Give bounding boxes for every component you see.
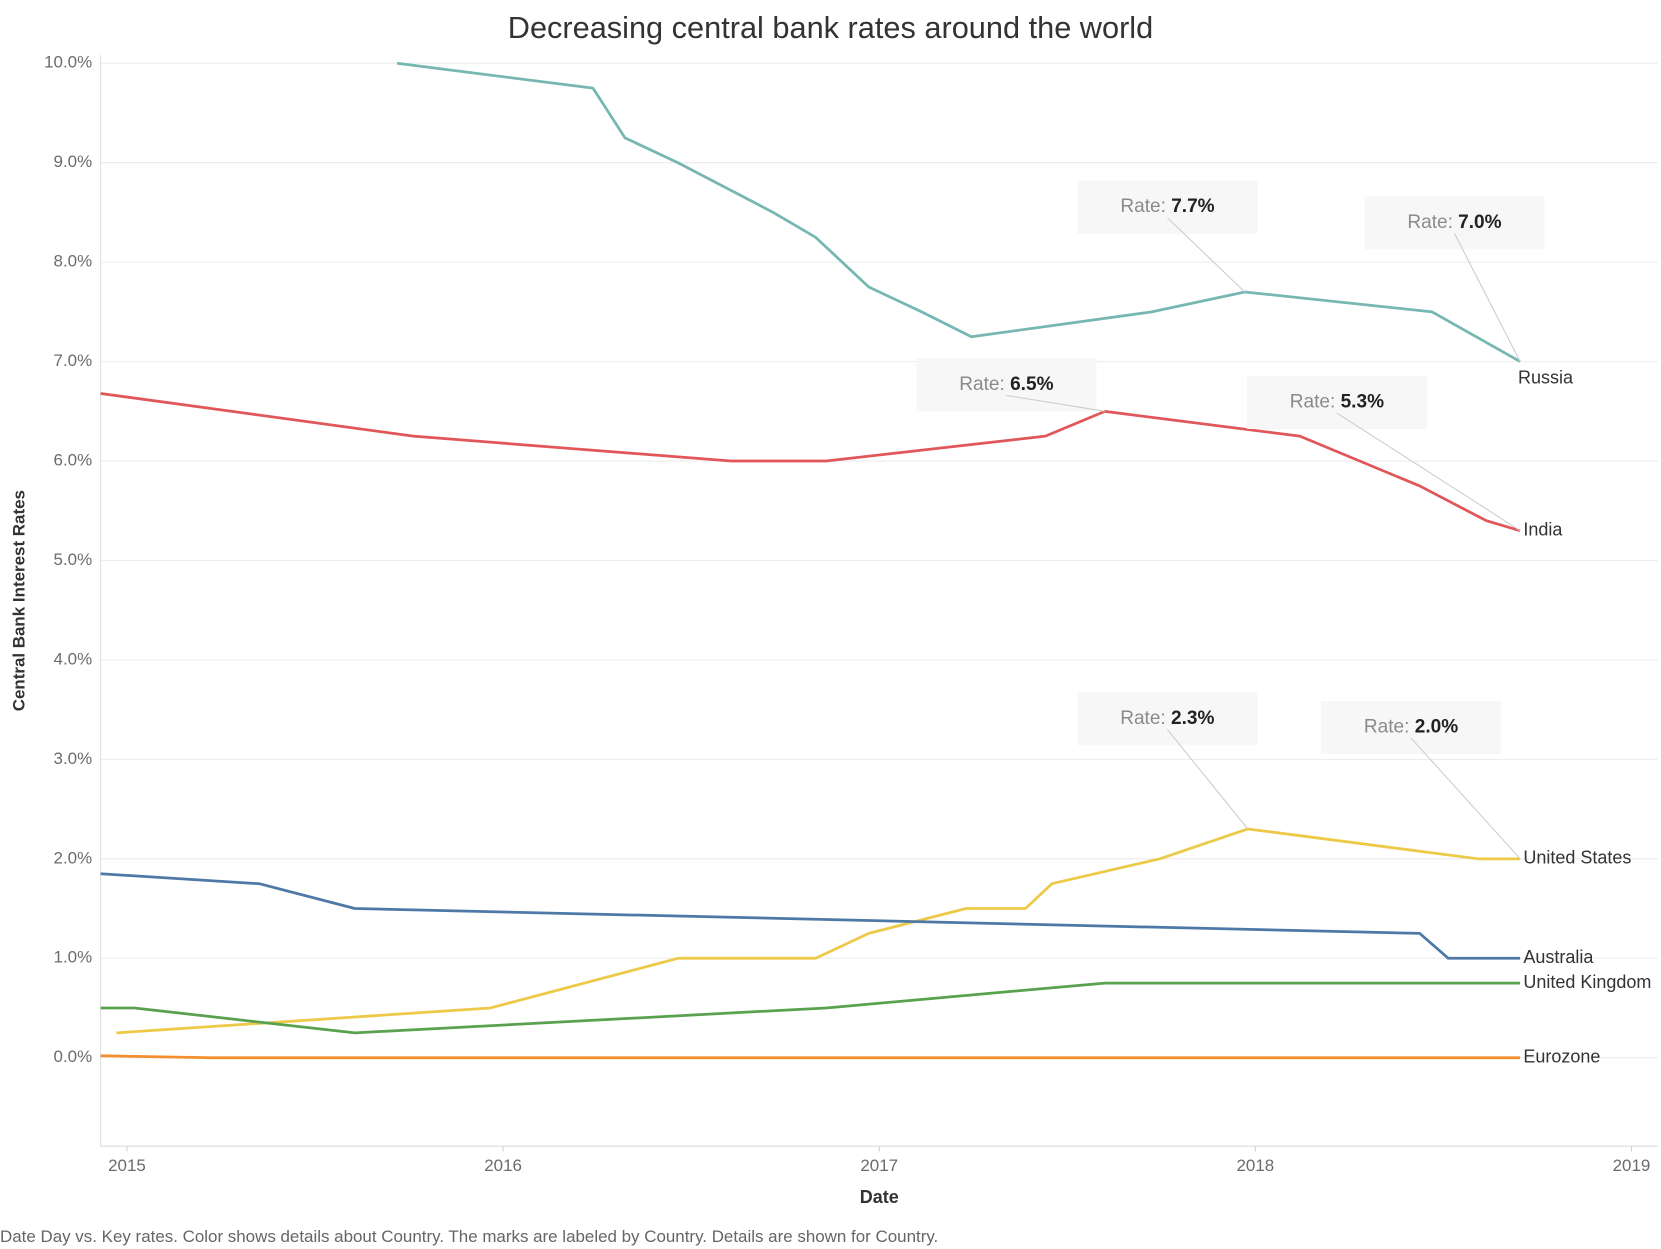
- x-tick-label: 2015: [108, 1156, 146, 1175]
- y-tick-label: 1.0%: [54, 948, 93, 967]
- series-line: [100, 872, 1521, 960]
- y-tick-label: 3.0%: [54, 749, 93, 768]
- annotation: Rate: 7.0%: [1364, 196, 1545, 362]
- series-line: [100, 981, 1521, 1035]
- caption: Date Day vs. Key rates. Color shows deta…: [0, 1227, 938, 1246]
- x-tick-label: 2017: [860, 1156, 898, 1175]
- annotation-leader: [1166, 729, 1249, 830]
- y-tick-label: 4.0%: [54, 649, 93, 668]
- annotation: Rate: 2.3%: [1077, 692, 1258, 830]
- annotation-box: [1246, 375, 1427, 429]
- series-label: United States: [1523, 848, 1631, 868]
- series-label: United Kingdom: [1523, 972, 1651, 992]
- annotation: Rate: 2.0%: [1321, 700, 1521, 860]
- y-tick-label: 5.0%: [54, 550, 93, 569]
- series-line: [116, 827, 1521, 1035]
- series-label: Australia: [1523, 947, 1594, 967]
- x-tick-label: 2016: [484, 1156, 522, 1175]
- marks: Russia Rate: 7.7% Rate: 7.0% India Rate: 6.5…: [100, 61, 1651, 1066]
- y-tick-label: 10.0%: [44, 53, 92, 72]
- y-tick-label: 9.0%: [54, 152, 93, 171]
- annotation-leader: [1410, 737, 1521, 860]
- annotation-leader: [1167, 217, 1246, 293]
- y-tick-label: 2.0%: [54, 848, 93, 867]
- grid: 0.0% 1.0% 2.0% 3.0% 4.0% 5.0% 6.0% 7.0% 8.0% 9.0%…: [44, 53, 1658, 1175]
- annotation-leader: [1336, 412, 1521, 532]
- annotation-leader: [1454, 233, 1521, 362]
- annotation-label: Rate: 5.3%: [1290, 392, 1384, 413]
- series-line: [396, 61, 1521, 363]
- y-tick-label: 0.0%: [54, 1047, 93, 1066]
- annotation-leader: [1006, 394, 1105, 412]
- annotation-label: Rate: 7.0%: [1407, 212, 1501, 233]
- y-tick-label: 8.0%: [54, 252, 93, 271]
- series-line: [100, 392, 1521, 532]
- y-axis-label: Central Bank Interest Rates: [10, 490, 29, 711]
- series-line: [100, 1054, 1521, 1060]
- y-tick-label: 7.0%: [54, 351, 93, 370]
- annotation: Rate: 7.7%: [1077, 180, 1258, 293]
- series-label: India: [1523, 519, 1563, 539]
- annotation-label: Rate: 2.3%: [1120, 708, 1214, 729]
- annotation-box: [1364, 196, 1545, 250]
- chart-title: Decreasing central bank rates around the…: [508, 10, 1153, 45]
- annotation-box: [916, 358, 1097, 412]
- annotation: Rate: 6.5%: [916, 358, 1105, 412]
- x-axis-label: Date: [860, 1187, 899, 1207]
- annotation-box: [1077, 692, 1258, 746]
- x-tick-label: 2018: [1237, 1156, 1275, 1175]
- annotation-box: [1077, 180, 1258, 234]
- x-tick-label: 2019: [1613, 1156, 1651, 1175]
- series-label: Russia: [1518, 367, 1574, 387]
- annotation-label: Rate: 6.5%: [959, 374, 1053, 395]
- annotation: Rate: 5.3%: [1246, 375, 1521, 532]
- y-tick-label: 6.0%: [54, 451, 93, 470]
- annotation-label: Rate: 7.7%: [1120, 196, 1214, 217]
- annotation-label: Rate: 2.0%: [1364, 716, 1458, 737]
- annotation-box: [1321, 700, 1502, 754]
- series-label: Eurozone: [1523, 1046, 1600, 1066]
